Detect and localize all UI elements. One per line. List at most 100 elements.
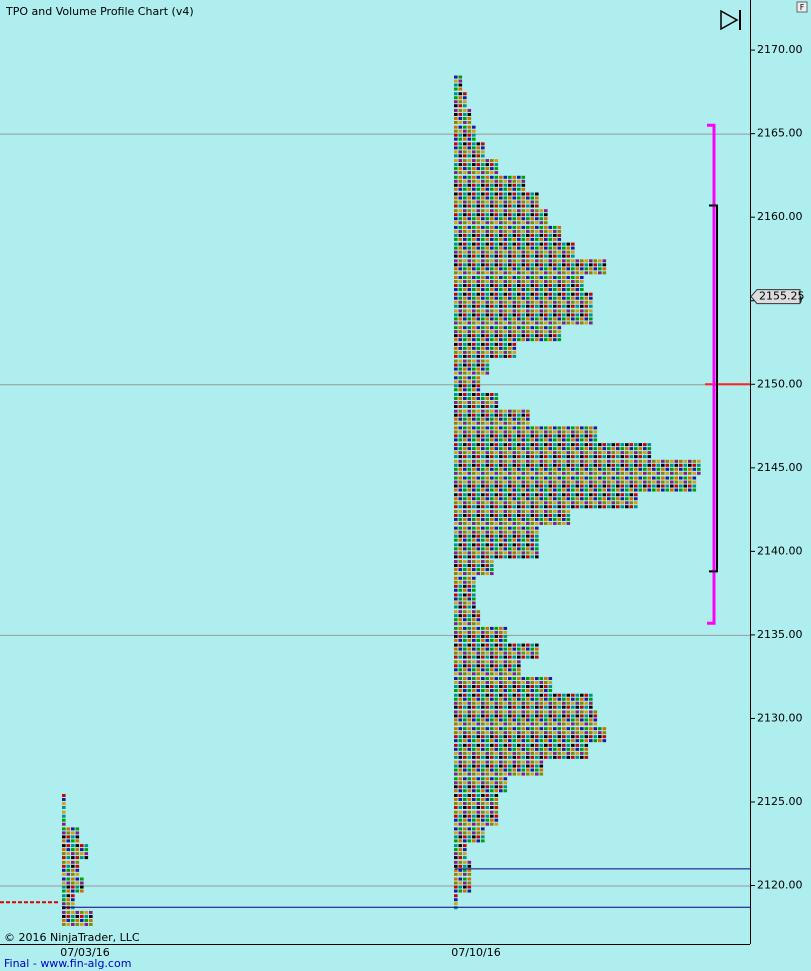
tpo-cell (593, 467, 598, 471)
tpo-cell (467, 731, 472, 735)
tpo-cell (503, 488, 508, 492)
tpo-cell (454, 810, 458, 814)
tpo-cell (472, 576, 476, 580)
tpo-cell (575, 317, 580, 321)
tpo-row (454, 342, 517, 358)
tpo-cell (557, 309, 562, 313)
tpo-cell (521, 267, 526, 271)
tpo-cell (490, 484, 494, 488)
tpo-cell (521, 271, 526, 275)
tpo-cell (463, 213, 467, 217)
tpo-cell (481, 560, 485, 564)
tpo-cell (553, 254, 557, 258)
tpo-cell (562, 254, 566, 258)
tpo-cell (467, 701, 472, 705)
tpo-cell (463, 242, 467, 246)
tpo-cell (539, 735, 544, 739)
tpo-cell (458, 443, 463, 447)
tpo-cell (494, 714, 499, 718)
tpo-cell (539, 221, 544, 225)
tpo-cell (467, 400, 472, 404)
tpo-cell (593, 739, 598, 743)
tpo-cell (589, 292, 593, 296)
tpo-cell (544, 714, 548, 718)
tpo-cell (535, 731, 539, 735)
tpo-cell (490, 521, 494, 525)
tpo-cell (535, 225, 539, 229)
tpo-cell (589, 718, 593, 722)
tpo-cell (571, 451, 575, 455)
tpo-cell (472, 242, 476, 246)
tpo-cell (521, 651, 526, 655)
tpo-cell (521, 722, 526, 726)
tpo-cell (485, 187, 490, 191)
tpo-cell (512, 660, 517, 664)
tpo-cell (490, 192, 494, 196)
tpo-cell (508, 488, 512, 492)
tpo-row (454, 459, 701, 475)
tpo-cell (485, 818, 490, 822)
tpo-cell (562, 317, 566, 321)
tpo-cell (535, 509, 539, 513)
tpo-cell (503, 777, 508, 781)
tpo-cell (472, 309, 476, 313)
tpo-cell (463, 363, 467, 367)
footer-link[interactable]: Final - www.fin-alg.com (4, 957, 131, 970)
tpo-cell (463, 104, 467, 108)
tpo-cell (625, 443, 629, 447)
tpo-cell (463, 618, 467, 622)
tpo-cell (620, 493, 625, 497)
tpo-cell (454, 526, 458, 530)
tpo-cell (485, 237, 490, 241)
tpo-cell (485, 555, 490, 559)
tpo-cell (463, 714, 467, 718)
tpo-cell (80, 889, 84, 893)
tpo-cell (512, 434, 517, 438)
tpo-cell (490, 296, 494, 300)
tpo-cell (80, 844, 84, 848)
tpo-cell (494, 309, 499, 313)
tpo-cell (476, 242, 481, 246)
tpo-cell (472, 146, 476, 150)
tpo-cell (472, 597, 476, 601)
tpo-cell (454, 292, 458, 296)
tpo-cell (490, 396, 494, 400)
tpo-cell (508, 710, 512, 714)
tpo-cell (458, 860, 463, 864)
tpo-cell (512, 693, 517, 697)
tpo-cell (566, 426, 571, 430)
tpo-cell (508, 727, 512, 731)
tpo-cell (517, 187, 521, 191)
tpo-row (454, 92, 467, 108)
tpo-cell (557, 731, 562, 735)
tpo-cell (571, 296, 575, 300)
tpo-cell (697, 459, 701, 463)
tpo-cell (454, 120, 458, 124)
tpo-row (454, 743, 589, 759)
tpo-cell (508, 334, 512, 338)
tpo-cell (535, 426, 539, 430)
tpo-cell (463, 877, 467, 881)
tpo-cell (499, 183, 503, 187)
button-label[interactable]: F (800, 3, 805, 12)
tpo-cell (499, 697, 503, 701)
tpo-cell (557, 493, 562, 497)
tpo-cell (467, 530, 472, 534)
button[interactable] (796, 1, 808, 13)
tpo-cell (530, 288, 535, 292)
tpo-cell (494, 313, 499, 317)
tpo-cell (454, 137, 458, 141)
tpo-cell (472, 497, 476, 501)
tpo-cell (589, 488, 593, 492)
tpo-cell (472, 288, 476, 292)
scroll-end-icon[interactable] (720, 9, 741, 31)
tpo-cell (490, 517, 494, 521)
tpo-cell (463, 338, 467, 342)
tpo-cell (476, 400, 481, 404)
tpo-cell (485, 363, 490, 367)
tpo-cell (593, 731, 598, 735)
tpo-cell (458, 622, 463, 626)
tpo-cell (539, 705, 544, 709)
tpo-cell (548, 677, 553, 681)
tpo-cell (607, 501, 611, 505)
